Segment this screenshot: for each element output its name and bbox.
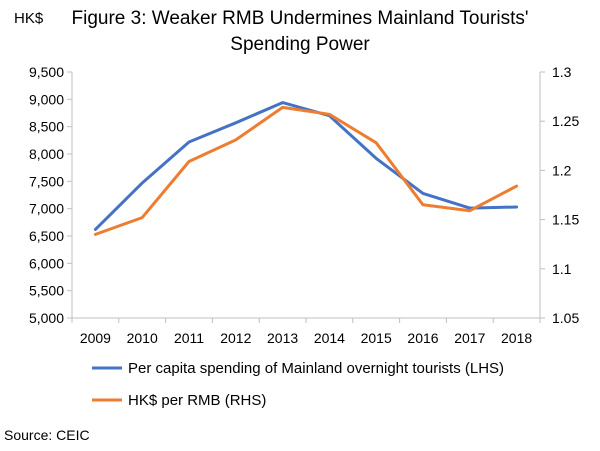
- left-axis-tick-label: 7,000: [29, 201, 64, 217]
- left-axis-tick-label: 9,500: [29, 64, 64, 80]
- x-axis-tick-label: 2009: [80, 330, 111, 346]
- right-axis-tick-label: 1.05: [552, 310, 579, 326]
- legend-entry: HK$ per RMB (RHS): [128, 392, 266, 409]
- left-axis-tick-label: 5,500: [29, 283, 64, 299]
- legend-entry: Per capita spending of Mainland overnigh…: [128, 360, 504, 377]
- x-axis-tick-label: 2012: [220, 330, 251, 346]
- x-axis-tick-label: 2011: [174, 330, 204, 346]
- left-axis-tick-label: 6,000: [29, 255, 64, 271]
- right-axis-tick-label: 1.1: [552, 261, 572, 277]
- source-note: Source: CEIC: [4, 427, 90, 443]
- left-axis-tick-label: 5,000: [29, 310, 64, 326]
- right-axis-tick-label: 1.25: [552, 113, 579, 129]
- x-axis-tick-label: 2013: [267, 330, 298, 346]
- x-axis-tick-label: 2017: [454, 330, 485, 346]
- right-axis-tick-label: 1.15: [552, 212, 579, 228]
- x-axis-tick-label: 2014: [314, 330, 345, 346]
- chart-title-line-2: Spending Power: [230, 34, 370, 55]
- right-axis-tick-label: 1.2: [552, 162, 572, 178]
- series-line-per-capita-spending: [93, 101, 519, 231]
- chart-title-line-1: Figure 3: Weaker RMB Undermines Mainland…: [71, 8, 529, 29]
- x-axis-tick-label: 2015: [361, 330, 392, 346]
- left-axis-tick-label: 9,000: [29, 91, 64, 107]
- right-axis-tick-label: 1.3: [552, 64, 572, 80]
- left-axis-unit: HK$: [14, 10, 44, 27]
- left-axis-tick-label: 7,500: [29, 173, 64, 189]
- left-axis-tick-label: 6,500: [29, 228, 64, 244]
- series-line-hkd-per-rmb: [93, 105, 519, 236]
- x-axis-tick-label: 2016: [407, 330, 438, 346]
- x-axis-tick-label: 2018: [501, 330, 532, 346]
- left-axis-tick-label: 8,000: [29, 146, 64, 162]
- left-axis-tick-label: 8,500: [29, 119, 64, 135]
- x-axis-tick-label: 2010: [127, 330, 158, 346]
